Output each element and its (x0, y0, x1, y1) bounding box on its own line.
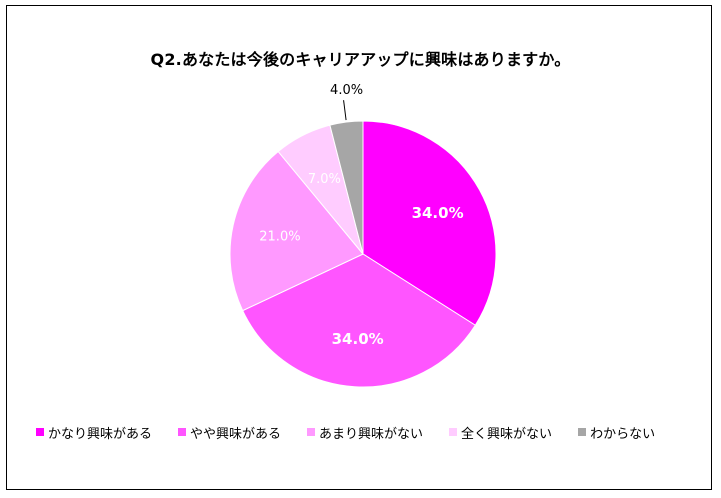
legend-label-1: やや興味がある (190, 426, 282, 442)
legend-label-4: わからない (590, 426, 656, 442)
slice-value-label-4: 4.0% (330, 83, 363, 98)
legend-swatch-0 (36, 428, 44, 436)
legend-item-3: 全く興味がない (449, 423, 552, 442)
leader-line-4 (343, 100, 347, 121)
legend-swatch-4 (578, 428, 587, 436)
legend-item-1: やや興味がある (178, 423, 281, 442)
pie-slice-2 (229, 150, 364, 312)
pie-slice-1 (241, 253, 476, 388)
legend-item-4: わからない (578, 423, 655, 442)
pie-slice-4 (329, 120, 364, 255)
legend-label-3: 全く興味がない (461, 426, 553, 442)
slice-value-label-2: 21.0% (259, 229, 300, 244)
legend-item-2: あまり興味がない (307, 423, 423, 442)
legend-item-0: かなり興味がある (36, 423, 152, 442)
pie-slice-0 (362, 120, 497, 326)
slice-value-label-0: 34.0% (412, 204, 464, 222)
legend-swatch-3 (449, 428, 458, 436)
legend-swatch-1 (178, 428, 187, 436)
chart-title: Q2.あなたは今後のキャリアアップに興味はありますか。 (150, 50, 571, 69)
legend-swatch-2 (307, 428, 316, 436)
legend-label-2: あまり興味がない (319, 426, 424, 442)
slice-value-label-1: 34.0% (332, 330, 384, 348)
legend-label-0: かなり興味がある (48, 426, 153, 442)
slice-value-label-3: 7.0% (308, 172, 341, 187)
chart-legend: かなり興味がある やや興味がある あまり興味がない 全く興味がない わからない (36, 423, 655, 442)
